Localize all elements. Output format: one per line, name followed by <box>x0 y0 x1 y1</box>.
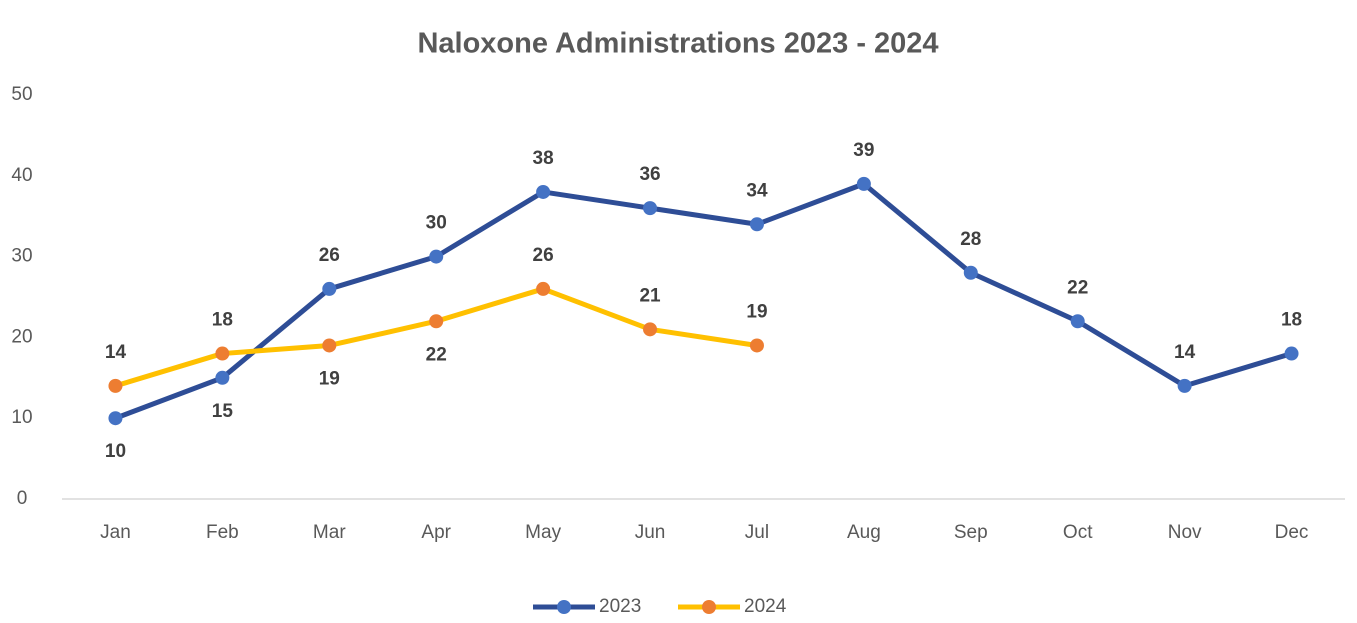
data-point <box>749 338 764 353</box>
x-tick-label: Mar <box>313 522 346 543</box>
legend-marker <box>702 600 716 614</box>
data-label: 36 <box>639 164 660 185</box>
data-label: 14 <box>105 342 127 363</box>
data-label: 15 <box>212 401 234 422</box>
data-point <box>108 378 123 393</box>
data-point <box>749 217 764 232</box>
series-line <box>114 286 758 389</box>
legend-label: 2024 <box>744 596 787 617</box>
y-tick-label: 10 <box>11 407 32 428</box>
data-label: 19 <box>319 368 340 389</box>
data-label: 34 <box>746 180 768 201</box>
data-point <box>322 338 337 353</box>
x-tick-label: May <box>525 522 561 543</box>
data-label: 26 <box>533 245 554 266</box>
x-tick-label: Dec <box>1275 522 1309 543</box>
legend-marker <box>557 600 571 614</box>
data-label: 28 <box>960 229 981 250</box>
data-point <box>1177 378 1192 393</box>
x-tick-label: Nov <box>1168 522 1202 543</box>
x-tick-label: Feb <box>206 522 239 543</box>
data-label: 30 <box>426 213 447 234</box>
data-point <box>643 322 658 337</box>
data-point <box>215 370 230 385</box>
x-tick-label: Jun <box>635 522 666 543</box>
data-label: 14 <box>1174 342 1196 363</box>
data-label: 26 <box>319 245 340 266</box>
chart-title: Naloxone Administrations 2023 - 2024 <box>417 28 938 60</box>
data-point <box>429 249 444 264</box>
y-tick-label: 30 <box>11 246 32 267</box>
y-tick-label: 0 <box>17 488 28 509</box>
x-tick-label: Aug <box>847 522 881 543</box>
x-tick-label: Jan <box>100 522 131 543</box>
data-point <box>108 411 123 426</box>
data-point <box>963 265 978 280</box>
x-tick-label: Oct <box>1063 522 1093 543</box>
data-label: 10 <box>105 441 126 462</box>
data-point <box>1284 346 1299 361</box>
data-point <box>322 281 337 296</box>
data-point <box>856 176 871 191</box>
y-tick-label: 50 <box>11 84 32 105</box>
x-tick-label: Jul <box>745 522 769 543</box>
data-point <box>215 346 230 361</box>
data-point <box>536 281 551 296</box>
x-tick-label: Sep <box>954 522 988 543</box>
legend-label: 2023 <box>599 596 641 617</box>
data-label: 18 <box>1281 310 1302 331</box>
data-label: 39 <box>853 140 874 161</box>
data-point <box>536 184 551 199</box>
data-label: 38 <box>533 148 554 169</box>
data-label: 22 <box>426 344 447 365</box>
data-point <box>429 314 444 329</box>
series-line <box>114 181 1293 421</box>
data-label: 22 <box>1067 277 1088 298</box>
y-tick-label: 40 <box>11 165 32 186</box>
data-point <box>1070 314 1085 329</box>
x-tick-label: Apr <box>421 522 451 543</box>
data-label: 18 <box>212 310 233 331</box>
data-label: 19 <box>746 301 767 322</box>
data-point <box>643 201 658 216</box>
y-tick-label: 20 <box>11 326 32 347</box>
data-label: 21 <box>639 285 661 306</box>
